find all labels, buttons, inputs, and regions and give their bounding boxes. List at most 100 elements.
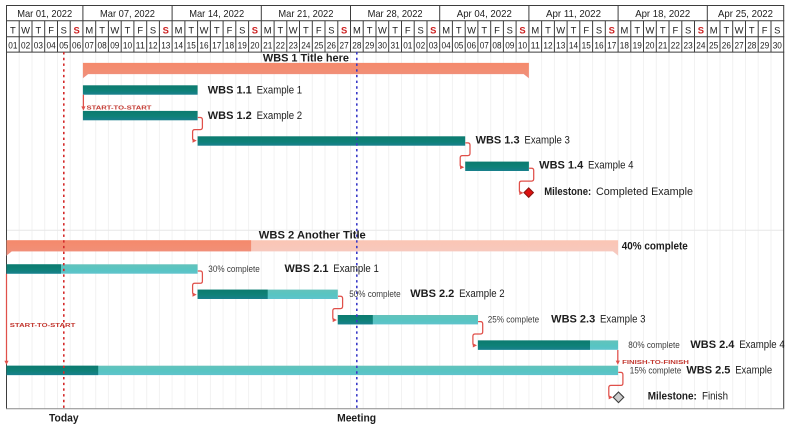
svg-text:WBS 2.4: WBS 2.4 <box>690 339 734 351</box>
svg-text:W: W <box>556 24 565 35</box>
svg-text:M: M <box>353 24 361 35</box>
svg-text:14: 14 <box>569 41 578 51</box>
svg-text:W: W <box>21 24 30 35</box>
svg-text:T: T <box>10 24 16 35</box>
svg-text:21: 21 <box>263 41 272 51</box>
svg-text:17: 17 <box>212 41 221 51</box>
svg-text:WBS 2 Another Title: WBS 2 Another Title <box>259 229 366 241</box>
svg-text:19: 19 <box>238 41 247 51</box>
svg-text:15: 15 <box>187 41 196 51</box>
svg-text:Completed Example: Completed Example <box>596 186 693 198</box>
svg-text:02: 02 <box>416 41 425 51</box>
svg-text:T: T <box>456 24 462 35</box>
svg-text:Meeting: Meeting <box>337 412 376 424</box>
svg-text:10: 10 <box>123 41 132 51</box>
svg-text:Example 1: Example 1 <box>257 85 303 97</box>
svg-text:WBS 2.3: WBS 2.3 <box>551 314 595 326</box>
svg-text:F: F <box>583 24 589 35</box>
svg-text:20: 20 <box>645 41 654 51</box>
svg-text:WBS 1 Title here: WBS 1 Title here <box>263 52 349 64</box>
svg-text:F: F <box>762 24 768 35</box>
svg-text:05: 05 <box>454 41 463 51</box>
svg-text:18: 18 <box>225 41 234 51</box>
svg-text:T: T <box>660 24 666 35</box>
svg-text:START-TO-START: START-TO-START <box>10 323 76 329</box>
svg-text:S: S <box>596 24 602 35</box>
svg-text:04: 04 <box>442 41 451 51</box>
svg-text:T: T <box>278 24 284 35</box>
svg-text:W: W <box>467 24 476 35</box>
svg-text:S: S <box>507 24 513 35</box>
svg-text:29: 29 <box>365 41 374 51</box>
svg-text:S: S <box>609 24 615 35</box>
svg-text:Example 2: Example 2 <box>459 288 505 300</box>
svg-text:10: 10 <box>518 41 527 51</box>
svg-text:T: T <box>724 24 730 35</box>
svg-text:Milestone:: Milestone: <box>544 186 591 198</box>
svg-text:S: S <box>417 24 423 35</box>
svg-text:S: S <box>239 24 245 35</box>
svg-text:22: 22 <box>276 41 285 51</box>
svg-text:24: 24 <box>301 41 310 51</box>
svg-text:S: S <box>341 24 347 35</box>
svg-text:F: F <box>316 24 322 35</box>
svg-text:08: 08 <box>98 41 107 51</box>
svg-text:12: 12 <box>543 41 552 51</box>
svg-text:26: 26 <box>327 41 336 51</box>
svg-text:M: M <box>442 24 450 35</box>
svg-text:FINISH-TO-FINISH: FINISH-TO-FINISH <box>622 360 689 366</box>
svg-text:29: 29 <box>760 41 769 51</box>
svg-text:03: 03 <box>34 41 43 51</box>
svg-text:S: S <box>163 24 169 35</box>
svg-text:40% complete: 40% complete <box>622 241 688 253</box>
svg-text:26: 26 <box>722 41 731 51</box>
svg-text:07: 07 <box>85 41 94 51</box>
svg-text:17: 17 <box>607 41 616 51</box>
svg-text:T: T <box>571 24 577 35</box>
svg-text:13: 13 <box>556 41 565 51</box>
svg-text:11: 11 <box>136 41 145 51</box>
svg-text:S: S <box>328 24 334 35</box>
svg-text:F: F <box>137 24 143 35</box>
svg-text:09: 09 <box>110 41 119 51</box>
svg-text:50% complete: 50% complete <box>349 289 401 299</box>
svg-text:12: 12 <box>148 41 157 51</box>
svg-text:T: T <box>125 24 131 35</box>
svg-text:Example 2: Example 2 <box>257 110 303 122</box>
svg-text:19: 19 <box>633 41 642 51</box>
svg-text:T: T <box>367 24 373 35</box>
svg-text:S: S <box>698 24 704 35</box>
svg-text:13: 13 <box>161 41 170 51</box>
svg-text:04: 04 <box>47 41 56 51</box>
svg-text:Example 3: Example 3 <box>600 314 646 326</box>
svg-text:W: W <box>378 24 387 35</box>
svg-text:M: M <box>620 24 628 35</box>
svg-text:Mar 28, 2022: Mar 28, 2022 <box>368 9 423 20</box>
svg-text:Mar 14, 2022: Mar 14, 2022 <box>189 9 244 20</box>
svg-text:W: W <box>110 24 119 35</box>
svg-text:W: W <box>200 24 209 35</box>
svg-text:T: T <box>188 24 194 35</box>
svg-text:25: 25 <box>314 41 323 51</box>
svg-text:WBS 2.2: WBS 2.2 <box>410 288 454 300</box>
svg-text:11: 11 <box>531 41 540 51</box>
svg-text:25: 25 <box>709 41 718 51</box>
svg-text:25% complete: 25% complete <box>488 315 540 325</box>
svg-text:T: T <box>545 24 551 35</box>
svg-text:F: F <box>494 24 500 35</box>
svg-text:W: W <box>289 24 298 35</box>
svg-text:T: T <box>749 24 755 35</box>
svg-text:27: 27 <box>340 41 349 51</box>
svg-text:M: M <box>175 24 183 35</box>
svg-text:T: T <box>99 24 105 35</box>
svg-text:30: 30 <box>773 41 782 51</box>
svg-text:F: F <box>405 24 411 35</box>
svg-text:S: S <box>685 24 691 35</box>
svg-text:Apr 25, 2022: Apr 25, 2022 <box>718 9 773 20</box>
svg-text:Apr 18, 2022: Apr 18, 2022 <box>635 9 690 20</box>
svg-text:22: 22 <box>671 41 680 51</box>
svg-text:S: S <box>519 24 525 35</box>
svg-text:06: 06 <box>467 41 476 51</box>
svg-text:Apr 04, 2022: Apr 04, 2022 <box>457 9 512 20</box>
svg-text:01: 01 <box>403 41 412 51</box>
